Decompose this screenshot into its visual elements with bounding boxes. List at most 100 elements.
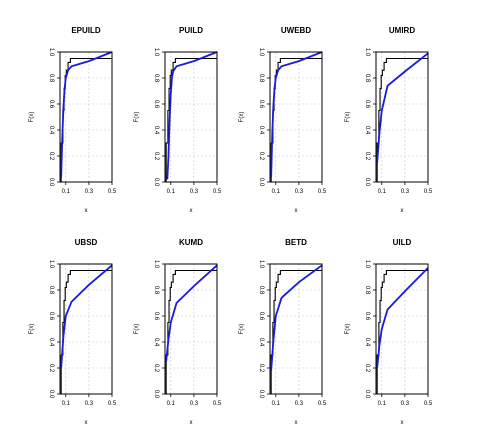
panel-kumd: KUMD 0.1 0.3 0.5 x 0.0 0.2 0.4 0.6 0.8 1.0 F(x) — [134, 238, 222, 426]
x-tick-label: 0.3 — [295, 401, 304, 407]
empirical-cdf-line — [270, 269, 322, 394]
panel-title: UILD — [393, 238, 412, 247]
y-tick-label: 0.2 — [153, 152, 159, 161]
y-tick-label: 0.0 — [364, 178, 370, 187]
y-tick-label: 0.6 — [48, 100, 54, 109]
x-tick-label: 0.5 — [213, 189, 222, 195]
y-tick-label: 0.4 — [48, 338, 54, 347]
x-axis-label: x — [401, 420, 404, 426]
x-tick-label: 0.3 — [401, 189, 410, 195]
y-tick-label: 0.4 — [153, 338, 159, 347]
y-tick-label: 0.6 — [364, 100, 370, 109]
panel-title: EPUILD — [71, 26, 101, 35]
fitted-cdf-line — [60, 264, 113, 369]
panel-uwebd: UWEBD 0.1 0.3 0.5 x 0.0 0.2 0.4 0.6 0.8 1.0 F(x) — [239, 26, 327, 214]
x-tick-label: 0.5 — [108, 401, 117, 407]
x-tick-label: 0.3 — [190, 401, 199, 407]
y-tick-label: 0.4 — [48, 126, 54, 135]
y-tick-label: 0.2 — [258, 364, 264, 373]
y-axis-label: F(x) — [345, 112, 351, 123]
panel-title: PUILD — [179, 26, 203, 35]
x-tick-label: 0.1 — [167, 401, 176, 407]
y-axis-label: F(x) — [29, 112, 35, 123]
y-tick-label: 1.0 — [258, 48, 264, 57]
y-tick-label: 0.4 — [153, 126, 159, 135]
panel-ubsd: UBSD 0.1 0.3 0.5 x 0.0 0.2 0.4 0.6 0.8 1.0 F(x) — [29, 238, 117, 426]
empirical-cdf-line — [376, 57, 428, 182]
y-axis-label: F(x) — [345, 324, 351, 335]
empirical-cdf-line — [376, 269, 428, 394]
x-tick-label: 0.1 — [167, 189, 176, 195]
x-tick-label: 0.5 — [318, 189, 327, 195]
x-tick-label: 0.5 — [213, 401, 222, 407]
y-tick-label: 0.8 — [258, 286, 264, 295]
x-tick-label: 0.5 — [424, 401, 433, 407]
y-tick-label: 0.8 — [258, 74, 264, 83]
y-tick-label: 0.4 — [258, 338, 264, 347]
plot-frame — [269, 51, 323, 183]
y-axis-label: F(x) — [134, 324, 140, 335]
panel-umird: UMIRD 0.1 0.3 0.5 x 0.0 0.2 0.4 0.6 0.8 1.0 F(x) — [345, 26, 433, 214]
x-axis-label: x — [190, 420, 193, 426]
y-tick-label: 0.4 — [258, 126, 264, 135]
y-tick-label: 0.0 — [153, 390, 159, 399]
y-tick-label: 0.8 — [48, 286, 54, 295]
x-tick-label: 0.5 — [108, 189, 117, 195]
x-tick-label: 0.1 — [378, 189, 387, 195]
y-tick-label: 0.8 — [153, 286, 159, 295]
fitted-cdf-line — [376, 267, 429, 369]
panel-title: UWEBD — [281, 26, 311, 35]
y-tick-label: 1.0 — [153, 260, 159, 269]
empirical-cdf-line — [60, 57, 112, 182]
y-tick-label: 0.2 — [364, 364, 370, 373]
x-axis-label: x — [401, 208, 404, 214]
empirical-cdf-line — [165, 57, 217, 182]
panel-betd: BETD 0.1 0.3 0.5 x 0.0 0.2 0.4 0.6 0.8 1.0 F(x) — [239, 238, 327, 426]
y-tick-label: 0.2 — [48, 364, 54, 373]
y-tick-label: 0.6 — [364, 312, 370, 321]
plot-frame — [59, 263, 113, 395]
y-tick-label: 0.2 — [48, 152, 54, 161]
empirical-cdf-line — [60, 269, 112, 394]
panel-title: BETD — [285, 238, 307, 247]
panel-title: UBSD — [75, 238, 98, 247]
y-tick-label: 1.0 — [364, 260, 370, 269]
plot-frame — [269, 263, 323, 395]
fitted-cdf-line — [166, 51, 218, 180]
y-tick-label: 0.8 — [153, 74, 159, 83]
x-tick-label: 0.1 — [378, 401, 387, 407]
x-tick-label: 0.1 — [62, 401, 71, 407]
x-tick-label: 0.5 — [318, 401, 327, 407]
y-tick-label: 1.0 — [48, 260, 54, 269]
y-axis-label: F(x) — [134, 112, 140, 123]
y-tick-label: 0.8 — [48, 74, 54, 83]
y-tick-label: 0.4 — [364, 338, 370, 347]
x-tick-label: 0.3 — [295, 189, 304, 195]
y-tick-label: 0.0 — [153, 178, 159, 187]
y-tick-label: 0.2 — [153, 364, 159, 373]
fitted-cdf-line — [60, 51, 113, 177]
x-tick-label: 0.3 — [85, 189, 94, 195]
y-tick-label: 0.0 — [48, 178, 54, 187]
y-tick-label: 0.6 — [48, 312, 54, 321]
y-tick-label: 0.6 — [258, 312, 264, 321]
y-tick-label: 0.8 — [364, 286, 370, 295]
y-tick-label: 0.6 — [153, 100, 159, 109]
panel-uild: UILD 0.1 0.3 0.5 x 0.0 0.2 0.4 0.6 0.8 1.0 F(x) — [345, 238, 433, 426]
x-axis-label: x — [295, 420, 298, 426]
x-axis-label: x — [85, 208, 88, 214]
y-tick-label: 0.2 — [258, 152, 264, 161]
y-tick-label: 0.0 — [258, 178, 264, 187]
x-tick-label: 0.3 — [85, 401, 94, 407]
x-tick-label: 0.1 — [62, 189, 71, 195]
plot-frame — [164, 51, 218, 183]
y-tick-label: 1.0 — [364, 48, 370, 57]
y-tick-label: 0.8 — [364, 74, 370, 83]
plot-frame — [59, 51, 113, 183]
y-axis-label: F(x) — [239, 112, 245, 123]
fitted-cdf-line — [270, 51, 323, 177]
x-tick-label: 0.5 — [424, 189, 433, 195]
plot-frame — [375, 51, 429, 183]
panel-epuild: EPUILD 0.1 0.3 0.5 x 0.0 0.2 0.4 0.6 0.8 1.0 F(x) — [29, 26, 117, 214]
